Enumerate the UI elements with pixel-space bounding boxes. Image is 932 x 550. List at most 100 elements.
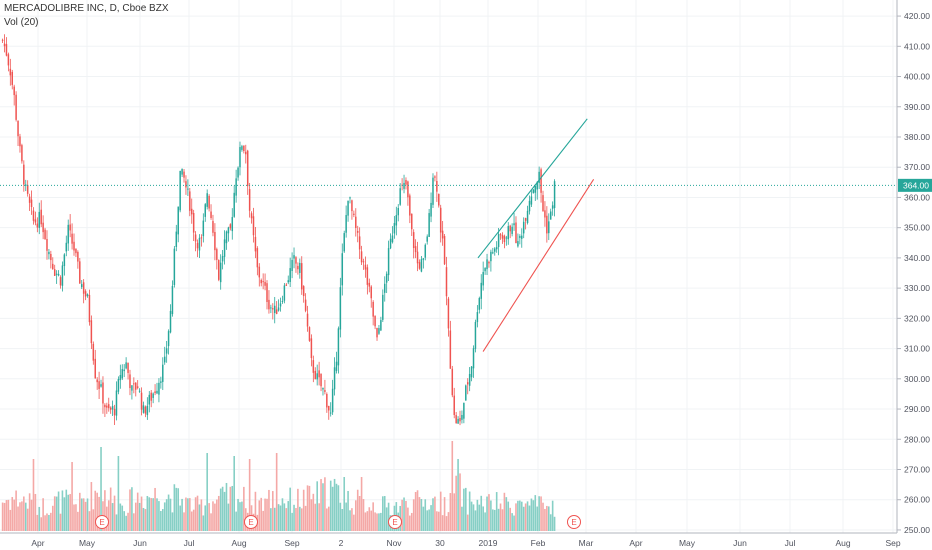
- earnings-marker[interactable]: E: [567, 515, 581, 529]
- earnings-icon[interactable]: [244, 515, 258, 529]
- volume-bar: [177, 488, 180, 531]
- candle-body: [59, 277, 62, 286]
- candle-body: [461, 414, 463, 420]
- volume-bar: [441, 515, 444, 531]
- candle-body: [509, 225, 511, 232]
- trendline-upper[interactable]: [477, 118, 588, 259]
- candle-body: [48, 251, 50, 255]
- candle-body: [28, 196, 31, 203]
- volume-bar: [71, 462, 73, 531]
- volume-legend[interactable]: Vol (20): [4, 17, 39, 28]
- volume-bar: [499, 503, 502, 531]
- candle-body: [356, 230, 359, 233]
- candle-body: [451, 368, 454, 396]
- volume-bar: [524, 503, 527, 531]
- candle-body: [50, 253, 52, 261]
- candle-body: [482, 272, 484, 286]
- volume-bar: [486, 496, 488, 531]
- candle-body: [208, 195, 210, 209]
- candle-body: [241, 146, 243, 150]
- earnings-marker[interactable]: E: [388, 515, 402, 529]
- volume-bar: [65, 489, 68, 531]
- volume-bar: [374, 512, 376, 531]
- earnings-icon[interactable]: [95, 515, 109, 529]
- candle-body: [299, 262, 301, 273]
- candle-body: [127, 362, 129, 373]
- candle-body: [503, 235, 506, 243]
- volume-bar: [459, 473, 461, 531]
- volume-bar: [322, 483, 324, 531]
- candle-body: [337, 328, 340, 366]
- candle-body: [243, 145, 245, 152]
- volume-bar: [17, 506, 19, 531]
- candle-body: [94, 358, 96, 379]
- earnings-label: E: [571, 518, 576, 527]
- volume-bar: [463, 488, 465, 531]
- candle-body: [200, 237, 203, 239]
- candle-body: [69, 224, 71, 231]
- candle-body: [13, 86, 15, 96]
- candle-body: [1, 39, 4, 41]
- volume-bar: [140, 496, 143, 531]
- earnings-marker[interactable]: E: [244, 515, 258, 529]
- volume-bar: [480, 495, 483, 531]
- candle-body: [441, 230, 444, 239]
- volume-bar: [495, 492, 498, 531]
- candle-body: [77, 251, 79, 262]
- trendlines[interactable]: [477, 118, 595, 352]
- candle-body: [250, 213, 253, 219]
- earnings-marker[interactable]: E: [95, 515, 109, 529]
- candle-body: [55, 273, 58, 275]
- volume-bar: [547, 506, 550, 531]
- earnings-icon[interactable]: [567, 515, 581, 529]
- volume-bar: [189, 498, 191, 531]
- volume-bar: [86, 498, 89, 531]
- chart-title[interactable]: MERCADOLIBRE INC, D, Cboe BZX: [4, 3, 169, 14]
- volume-bar: [385, 507, 388, 531]
- candle-body: [92, 343, 95, 361]
- volume-bar: [492, 509, 494, 531]
- price-axis[interactable]: 250.00 260.00 270.00 280.00 290.00 300.00 310.…: [896, 0, 930, 535]
- price-tick-label: 400.00: [904, 72, 930, 82]
- candle-body: [190, 208, 193, 215]
- volume-bar: [297, 488, 299, 531]
- volume-bar: [534, 495, 537, 531]
- price-tick-label: 270.00: [904, 464, 930, 474]
- volume-bar: [115, 514, 118, 531]
- candle-body: [339, 287, 342, 330]
- time-axis[interactable]: Apr May Jun Jul Aug Sep 2 Nov 30 2019 Feb Mar Apr May…: [0, 532, 901, 548]
- candle-body: [289, 268, 291, 282]
- candle-body: [115, 390, 118, 416]
- volume-bar: [511, 513, 513, 531]
- candle-body: [187, 188, 189, 190]
- volume-bar: [175, 487, 178, 531]
- earnings-icon[interactable]: [388, 515, 402, 529]
- volume-bar: [190, 511, 193, 531]
- volume-bar: [424, 499, 427, 531]
- volume-bar: [38, 506, 41, 531]
- candle-body: [465, 385, 467, 401]
- volume-bar: [142, 507, 145, 531]
- candle-body: [380, 320, 382, 331]
- time-tick-label: Feb: [531, 538, 546, 548]
- volume-bar: [198, 504, 201, 531]
- candle-body: [291, 259, 293, 271]
- candle-body: [494, 248, 496, 252]
- volume-bar: [314, 503, 317, 531]
- volume-bar: [497, 508, 500, 531]
- volume-bar: [331, 486, 334, 531]
- candle-body: [443, 236, 446, 265]
- trendline-lower[interactable]: [482, 179, 595, 352]
- volume-bar: [526, 501, 529, 531]
- candle-body: [206, 193, 208, 207]
- candle-body: [160, 381, 162, 383]
- volume-bar: [1, 502, 4, 531]
- candle-body: [333, 367, 336, 390]
- volume-bar: [51, 505, 54, 531]
- candle-body: [275, 309, 278, 314]
- volume-bar: [316, 481, 318, 531]
- candle-body: [65, 242, 68, 252]
- candle-body: [324, 390, 326, 392]
